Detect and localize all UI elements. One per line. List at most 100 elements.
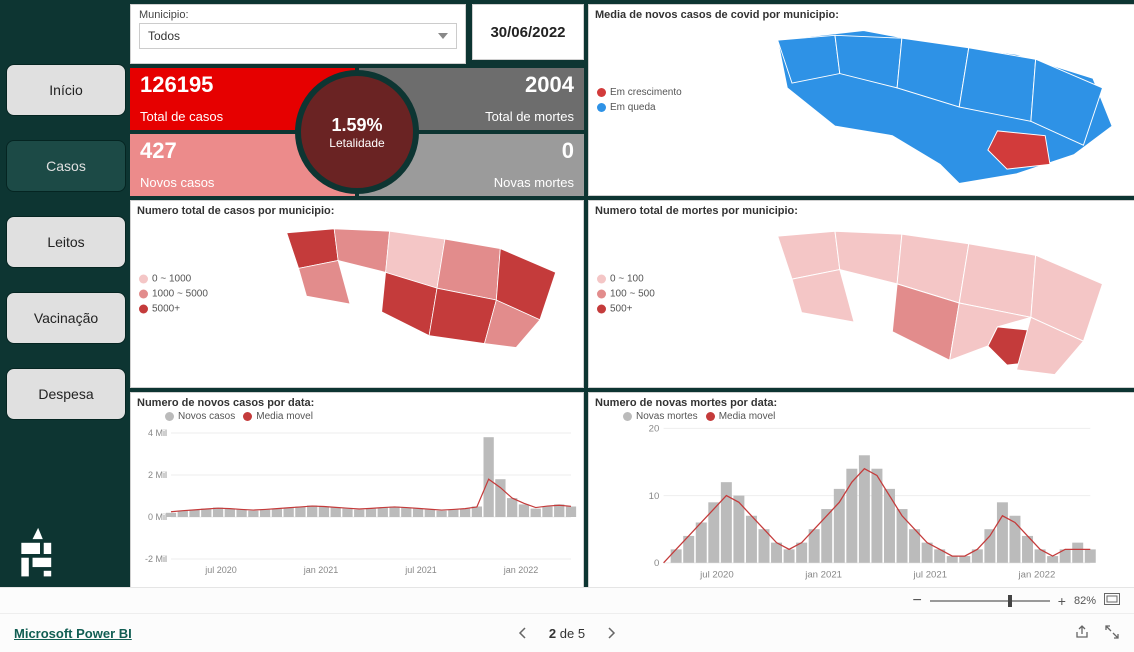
legend: 0 ~ 1000 1000 ~ 5000 5000+ <box>139 274 208 315</box>
legend-swatch <box>706 412 715 421</box>
chevron-down-icon <box>438 33 448 39</box>
pager: Microsoft Power BI 2 de 5 <box>0 614 1134 652</box>
kpi-value: 1.59% <box>331 115 382 136</box>
panel-title: Numero total de casos por municipio: <box>131 201 583 217</box>
legend-item: Media movel <box>243 411 313 422</box>
legend-item: Em crescimento <box>597 87 682 98</box>
brand-link[interactable]: Microsoft Power BI <box>14 626 513 641</box>
map-trend-svg[interactable] <box>749 21 1131 196</box>
panel-title: Numero total de mortes por municipio: <box>589 201 1134 217</box>
legend-item: 100 ~ 500 <box>597 289 655 300</box>
legend-item: Media movel <box>706 411 776 422</box>
legend-swatch <box>623 412 632 421</box>
legend-label: 1000 ~ 5000 <box>152 289 208 300</box>
panel-title: Numero de novos casos por data: <box>131 393 583 409</box>
legend-label: 0 ~ 100 <box>610 274 644 285</box>
panel-map-deaths: Numero total de mortes por municipio: 0 … <box>588 200 1134 388</box>
chart-area: Novas mortes Media movel 20100jul 2020ja… <box>595 411 1129 585</box>
next-page-button[interactable] <box>601 623 621 643</box>
zoom-thumb[interactable] <box>1008 595 1012 607</box>
panel-title: Numero de novas mortes por data: <box>589 393 1134 409</box>
legend-swatch <box>597 290 606 299</box>
page-sep: de <box>560 626 574 641</box>
fullscreen-icon[interactable] <box>1104 624 1120 643</box>
legend-label: Novos casos <box>178 411 235 422</box>
svg-text:jul 2021: jul 2021 <box>912 570 947 581</box>
legend-item: 5000+ <box>139 304 208 315</box>
kpi-label: Novas mortes <box>369 175 574 190</box>
municipio-value: Todos <box>148 29 180 43</box>
municipio-dropdown[interactable]: Todos <box>139 23 457 49</box>
legend-swatch <box>597 275 606 284</box>
legend-item: 500+ <box>597 304 655 315</box>
svg-text:0: 0 <box>654 558 659 569</box>
svg-text:-2 Mil: -2 Mil <box>145 554 167 564</box>
svg-text:jan 2021: jan 2021 <box>303 565 339 575</box>
zoom-bar: − + 82% <box>0 588 1134 614</box>
legend-item: 0 ~ 100 <box>597 274 655 285</box>
legend-swatch <box>139 290 148 299</box>
map-cases-svg[interactable] <box>263 217 579 375</box>
svg-text:jul 2020: jul 2020 <box>204 565 237 575</box>
chart-area: Novos casos Media movel 4 Mil 2 Mil 0 Mil -… <box>137 411 577 585</box>
svg-text:4 Mil: 4 Mil <box>148 428 167 438</box>
share-icon[interactable] <box>1074 624 1090 643</box>
toolbar: − + 82% Microsoft Power BI 2 de 5 <box>0 587 1134 652</box>
legend: Novas mortes Media movel <box>595 411 1129 422</box>
legend-swatch <box>165 412 174 421</box>
legend: Em crescimento Em queda <box>597 87 682 113</box>
svg-text:jan 2021: jan 2021 <box>804 570 842 581</box>
nav-casos[interactable]: Casos <box>6 140 126 192</box>
panel-title: Media de novos casos de covid por munici… <box>589 5 1134 21</box>
svg-text:2 Mil: 2 Mil <box>148 470 167 480</box>
legend-item: Novos casos <box>165 411 235 422</box>
sidebar: Início Casos Leitos Vacinação Despesa <box>6 4 126 590</box>
legend-label: 500+ <box>610 304 633 315</box>
page-indicator: 2 de 5 <box>549 626 585 641</box>
svg-text:jan 2022: jan 2022 <box>503 565 539 575</box>
legend-label: Em crescimento <box>610 87 682 98</box>
chart-deaths-svg[interactable]: 20100jul 2020jan 2021jul 2021jan 2022 <box>595 422 1129 582</box>
map-deaths-svg[interactable] <box>749 217 1131 388</box>
municipio-label: Municipio: <box>139 9 457 21</box>
legend-label: Media movel <box>256 411 313 422</box>
panel-map-trend: Media de novos casos de covid por munici… <box>588 4 1134 196</box>
page-total: 5 <box>578 626 585 641</box>
legend-label: 5000+ <box>152 304 180 315</box>
svg-text:20: 20 <box>649 424 660 435</box>
legend-swatch <box>139 275 148 284</box>
zoom-in-button[interactable]: + <box>1058 593 1066 609</box>
legend-swatch <box>243 412 252 421</box>
nav-leitos[interactable]: Leitos <box>6 216 126 268</box>
legend-label: 100 ~ 500 <box>610 289 655 300</box>
panel-chart-cases: Numero de novos casos por data: Novos ca… <box>130 392 584 590</box>
municipio-filter: Municipio: Todos <box>130 4 466 64</box>
svg-text:0 Mil: 0 Mil <box>148 512 167 522</box>
legend: Novos casos Media movel <box>137 411 577 422</box>
right-controls <box>621 624 1120 643</box>
kpi-grid: 126195 Total de casos 2004 Total de mort… <box>130 68 584 196</box>
svg-text:jan 2022: jan 2022 <box>1018 570 1056 581</box>
legend-item: 1000 ~ 5000 <box>139 289 208 300</box>
panel-map-cases: Numero total de casos por municipio: 0 ~… <box>130 200 584 388</box>
zoom-slider[interactable] <box>930 600 1050 602</box>
chart-cases-svg[interactable]: 4 Mil2 Mil0 Mil-2 Miljul 2020jan 2021jul… <box>137 422 577 582</box>
nav-despesa[interactable]: Despesa <box>6 368 126 420</box>
nav-inicio[interactable]: Início <box>6 64 126 116</box>
legend: 0 ~ 100 100 ~ 500 500+ <box>597 274 655 315</box>
legend-item: Novas mortes <box>623 411 698 422</box>
legend-label: Novas mortes <box>636 411 698 422</box>
kpi-label: Letalidade <box>329 136 384 150</box>
kpi-letalidade: 1.59% Letalidade <box>295 70 419 194</box>
nav-group: Início Casos Leitos Vacinação Despesa <box>6 64 126 420</box>
page-current: 2 <box>549 626 556 641</box>
fit-page-icon[interactable] <box>1104 593 1120 608</box>
prev-page-button[interactable] <box>513 623 533 643</box>
zoom-out-button[interactable]: − <box>912 592 921 610</box>
nav-vacinacao[interactable]: Vacinação <box>6 292 126 344</box>
legend-label: 0 ~ 1000 <box>152 274 191 285</box>
brand-logo <box>12 526 68 582</box>
date-value: 30/06/2022 <box>490 24 565 41</box>
svg-text:10: 10 <box>649 491 660 502</box>
legend-swatch <box>597 88 606 97</box>
